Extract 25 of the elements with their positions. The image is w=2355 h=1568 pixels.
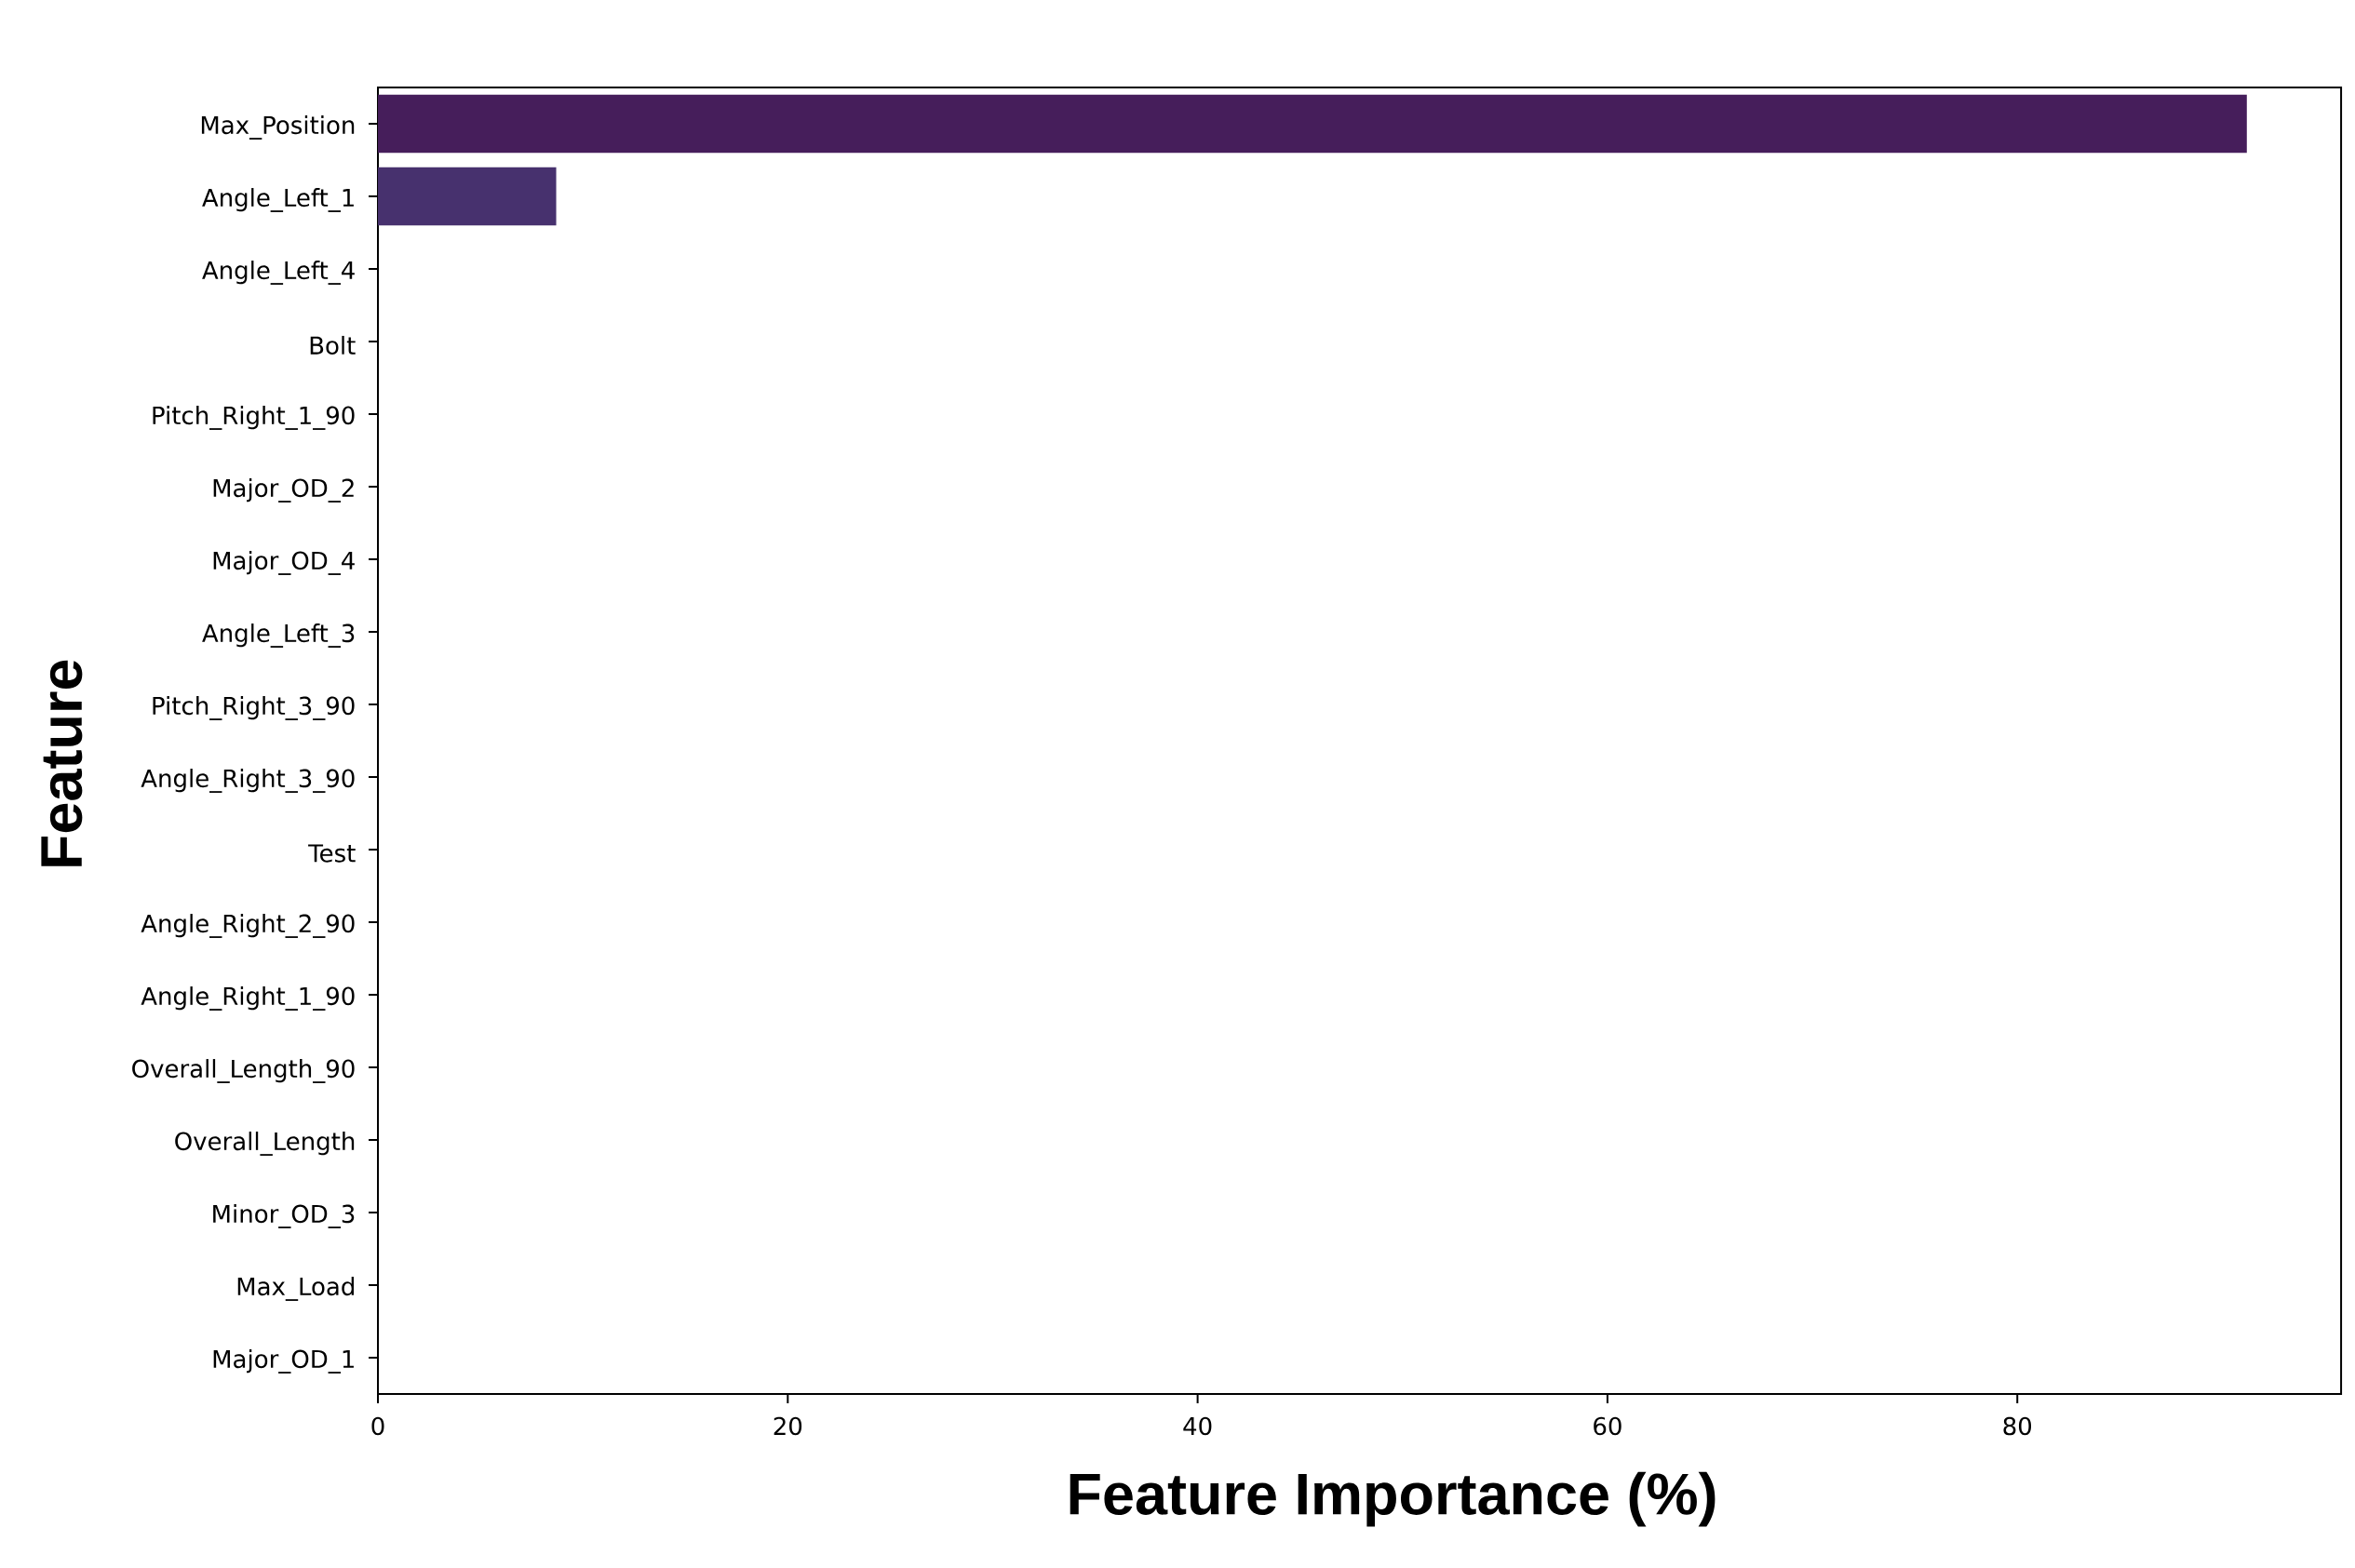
y-tick-label: Minor_OD_3 (213, 1204, 355, 1228)
y-tick-label: Overall_Length_90 (132, 1059, 355, 1083)
x-tick-label: 20 (774, 1416, 802, 1436)
y-tick-label: Overall_Length (175, 1132, 355, 1156)
y-tick-label: Angle_Right_1_90 (141, 986, 355, 1011)
y-tick-label: Pitch_Right_3_90 (153, 696, 355, 720)
x-axis-title: Feature Importance (%) (1070, 1471, 1716, 1527)
y-tick-label: Angle_Left_1 (202, 188, 354, 212)
y-axis-title: Feature (41, 660, 83, 866)
x-tick-label: 0 (371, 1416, 384, 1436)
y-tick-label: Angle_Right_2_90 (141, 914, 355, 938)
x-tick-label: 60 (1594, 1416, 1622, 1436)
y-tick-label: Angle_Left_4 (202, 261, 355, 285)
y-tick-label: Major_OD_2 (213, 478, 354, 503)
y-tick-label: Max_Position (201, 115, 355, 140)
y-tick-label: Major_OD_1 (213, 1349, 354, 1374)
x-tick-label: 80 (2003, 1416, 2032, 1436)
x-tick-label: 40 (1183, 1416, 1212, 1436)
y-tick-label: Test (308, 844, 356, 863)
y-tick-label: Angle_Left_3 (202, 623, 355, 648)
y-tick-label: Bolt (310, 335, 356, 355)
y-tick-label: Pitch_Right_1_90 (153, 406, 355, 430)
y-tick-label: Major_OD_4 (213, 551, 355, 575)
y-tick-label: Angle_Right_3_90 (141, 769, 355, 793)
y-tick-label: Max_Load (237, 1277, 354, 1301)
